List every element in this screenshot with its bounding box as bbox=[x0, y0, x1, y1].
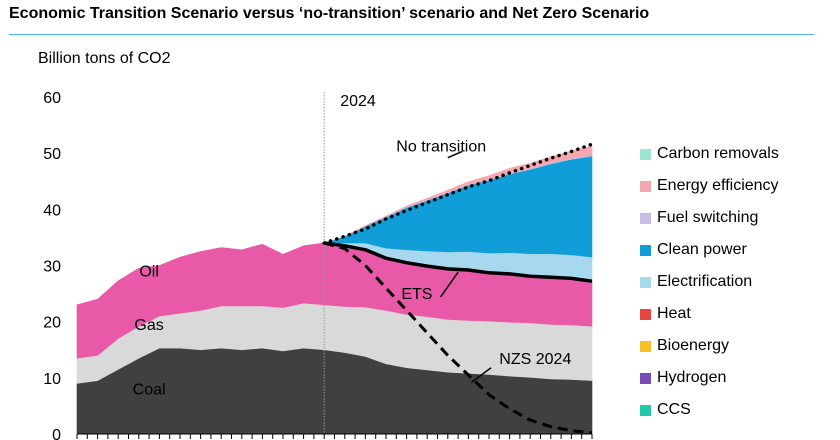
legend: Carbon removals Energy efficiency Fuel swi… bbox=[640, 138, 779, 426]
legend-swatch bbox=[640, 340, 651, 352]
no-transition-line bbox=[322, 142, 594, 245]
legend-item-hydrogen: Hydrogen bbox=[640, 362, 779, 394]
y-tick-label: 10 bbox=[43, 371, 61, 388]
y-tick-label: 50 bbox=[43, 146, 61, 163]
annotation-gas: Gas bbox=[134, 317, 163, 334]
legend-swatch bbox=[640, 308, 651, 320]
legend-label: Fuel switching bbox=[657, 209, 759, 226]
y-tick-label: 60 bbox=[43, 90, 61, 107]
transition-clean-power-area bbox=[324, 155, 593, 258]
annotation-oil: Oil bbox=[139, 264, 159, 281]
legend-swatch bbox=[640, 212, 651, 224]
y-tick-label: 0 bbox=[52, 427, 61, 440]
annotation-leader bbox=[471, 367, 492, 383]
annotation-nzs-2024: NZS 2024 bbox=[499, 351, 571, 368]
annotation-no-transition: No transition bbox=[396, 138, 486, 155]
annotation-leader bbox=[447, 150, 463, 159]
nzs-2024-line bbox=[323, 241, 593, 435]
legend-item-fuel-switching: Fuel switching bbox=[640, 202, 779, 234]
legend-label: Bioenergy bbox=[657, 337, 730, 354]
divider-label: 2024 bbox=[340, 93, 376, 110]
annotation-labels: Oil Gas Coal No transition ETS NZS 2024 bbox=[133, 138, 572, 398]
annotation-ets: ETS bbox=[401, 286, 432, 303]
stacked-areas bbox=[76, 145, 593, 435]
legend-label: Energy efficiency bbox=[657, 177, 779, 194]
legend-swatch bbox=[640, 372, 651, 384]
legend-label: Hydrogen bbox=[657, 369, 727, 386]
legend-label: Heat bbox=[657, 305, 691, 322]
y-axis-label: Billion tons of CO2 bbox=[38, 50, 171, 67]
y-tick-label: 30 bbox=[43, 259, 61, 276]
legend-item-energy-efficiency: Energy efficiency bbox=[640, 170, 779, 202]
legend-swatch bbox=[640, 276, 651, 288]
scenario-lines bbox=[322, 142, 594, 435]
legend-item-heat: Heat bbox=[640, 298, 779, 330]
legend-item-clean-power: Clean power bbox=[640, 234, 779, 266]
legend-label: Clean power bbox=[657, 241, 747, 258]
legend-label: Electrification bbox=[657, 273, 753, 290]
transition-energy-efficiency-area bbox=[324, 145, 593, 244]
ets-line bbox=[323, 241, 593, 283]
legend-swatch bbox=[640, 148, 651, 160]
legend-item-bioenergy: Bioenergy bbox=[640, 330, 779, 362]
chart-title: Economic Transition Scenario versus ‘no-… bbox=[9, 5, 650, 22]
legend-item-carbon-removals: Carbon removals bbox=[640, 138, 779, 170]
legend-swatch bbox=[640, 180, 651, 192]
legend-swatch bbox=[640, 244, 651, 256]
annotation-leader bbox=[439, 271, 459, 298]
legend-item-electrification: Electrification bbox=[640, 266, 779, 298]
axis-group: 0 10 20 30 40 50 60 2024 bbox=[43, 90, 593, 440]
y-tick-label: 40 bbox=[43, 202, 61, 219]
y-tick-label: 20 bbox=[43, 315, 61, 332]
annotation-coal: Coal bbox=[133, 382, 166, 399]
legend-swatch bbox=[640, 404, 651, 416]
title-rule bbox=[9, 34, 814, 35]
legend-label: CCS bbox=[657, 401, 691, 418]
legend-label: Carbon removals bbox=[657, 145, 779, 162]
legend-item-ccs: CCS bbox=[640, 394, 779, 426]
